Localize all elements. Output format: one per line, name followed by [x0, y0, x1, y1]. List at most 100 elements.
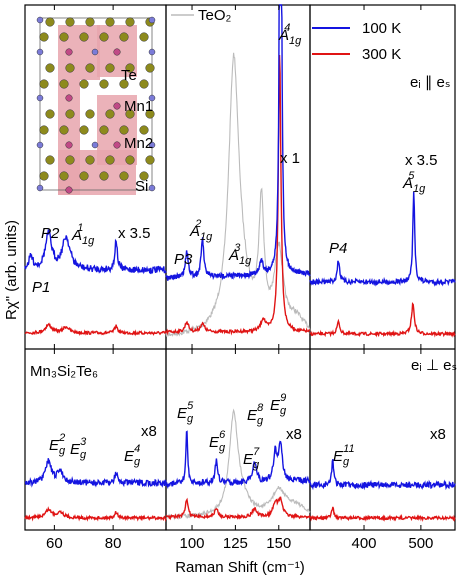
- peak-a1g-1-sub: 1g: [82, 235, 95, 247]
- x-tick-label-low-80: 80: [105, 535, 122, 552]
- peak-label-a1g-1: A1g1: [71, 222, 95, 247]
- inset-atom-mn-6: [65, 186, 73, 194]
- peak-label-a1g-3: A1g3: [228, 242, 252, 267]
- peak-label-eg-2: Eg2: [49, 432, 66, 457]
- inset-label-mn1: Mn1: [124, 98, 153, 115]
- inset-atom-si-2: [36, 48, 44, 56]
- inset-atom-si-4: [36, 94, 44, 102]
- peak-eg-7-sub: g: [253, 459, 260, 471]
- series-300k-cross-high: [309, 506, 456, 523]
- peak-eg-9-sup: 9: [280, 392, 286, 404]
- crystal-structure-inset: Te Mn1 Mn2 Si: [35, 12, 160, 195]
- inset-atom-te-6-5: [145, 155, 155, 165]
- inset-atom-te-5-2: [79, 125, 89, 135]
- inset-atom-te-0-4: [125, 17, 135, 27]
- peak-eg-8-sub: g: [257, 415, 264, 427]
- inset-atom-te-5-1: [59, 125, 69, 135]
- inset-atom-te-7-1: [59, 171, 69, 181]
- series-teo2-cross: [165, 408, 311, 521]
- inset-atom-si-5: [148, 94, 156, 102]
- inset-atom-te-7-2: [79, 171, 89, 181]
- peak-eg-9-letter: E: [270, 397, 281, 414]
- label-scale-low-top: x 3.5: [118, 225, 151, 242]
- peak-label-p3: P3: [174, 251, 193, 268]
- inset-atom-te-7-4: [119, 171, 129, 181]
- peak-a1g-3-sub: 1g: [239, 255, 252, 267]
- inset-label-te: Te: [121, 67, 137, 84]
- inset-atom-te-7-0: [39, 171, 49, 181]
- inset-atom-te-2-0: [45, 63, 55, 73]
- label-cross: eᵢ ⊥ eₛ: [411, 357, 457, 374]
- inset-atom-te-4-4: [125, 109, 135, 119]
- inset-atom-te-3-2: [79, 79, 89, 89]
- peak-eg-2-letter: E: [49, 437, 60, 454]
- legend-label-teo2: TeO₂: [198, 7, 232, 24]
- inset-atom-te-2-2: [85, 63, 95, 73]
- inset-atom-te-7-5: [139, 171, 149, 181]
- inset-atom-te-3-3: [99, 79, 109, 89]
- inset-atom-te-0-1: [65, 17, 75, 27]
- peak-a1g-3-sup: 3: [234, 242, 241, 254]
- peak-eg-4-sup: 4: [134, 443, 140, 455]
- peak-eg-3-sub: g: [80, 449, 87, 461]
- x-ticks: 60 80 100 125 150 400 500: [46, 5, 433, 552]
- peak-label-eg-4: Eg4: [124, 443, 141, 468]
- peak-a1g-2-letter: A: [189, 223, 200, 240]
- inset-atom-te-6-1: [65, 155, 75, 165]
- series-100k-cross-high: [309, 458, 456, 491]
- peak-eg-4-letter: E: [124, 448, 135, 465]
- peak-label-eg-7: Eg7: [243, 446, 260, 471]
- inset-atom-mn-0: [65, 48, 73, 56]
- peak-a1g-5-letter: A: [402, 175, 413, 192]
- peak-a1g-5-sup: 5: [408, 170, 415, 182]
- panel-frame-high: [309, 4, 456, 531]
- inset-atom-te-0-3: [105, 17, 115, 27]
- x-tick-label-mid-100: 100: [180, 535, 205, 552]
- inset-atom-mn-1: [113, 48, 121, 56]
- label-scale-high-bottom: x8: [430, 426, 446, 443]
- peak-label-eg-11: Eg11: [333, 443, 355, 468]
- inset-atom-te-1-3: [99, 32, 109, 42]
- inset-atom-te-0-0: [45, 17, 55, 27]
- peak-a1g-4-sup: 4: [284, 22, 290, 34]
- inset-atom-te-3-4: [119, 79, 129, 89]
- peak-label-p1: P1: [32, 279, 50, 296]
- series-layer: [24, 4, 456, 523]
- inset-atom-te-1-2: [79, 32, 89, 42]
- inset-atom-si-7: [148, 141, 156, 149]
- peak-eg-3-letter: E: [70, 441, 81, 458]
- peak-label-a1g-2: A1g2: [189, 218, 213, 243]
- inset-atom-te-4-3: [105, 109, 115, 119]
- label-scale-low-bottom: x8: [141, 423, 157, 440]
- inset-atom-te-6-2: [85, 155, 95, 165]
- inset-atom-te-3-1: [59, 79, 69, 89]
- inset-atom-mn-2: [65, 94, 73, 102]
- inset-atom-te-6-3: [105, 155, 115, 165]
- peak-a1g-2-sub: 1g: [200, 231, 213, 243]
- inset-atom-te-3-0: [39, 79, 49, 89]
- inset-atom-te-1-5: [139, 32, 149, 42]
- label-compound: Mn₃Si₂Te₆: [30, 363, 98, 380]
- x-axis-label: Raman Shift (cm⁻¹): [175, 559, 305, 576]
- peak-eg-6-sup: 6: [219, 429, 226, 441]
- x-tick-label-high-400: 400: [352, 535, 377, 552]
- inset-atom-te-0-2: [85, 17, 95, 27]
- inset-atom-te-4-2: [85, 109, 95, 119]
- inset-atom-te-2-4: [125, 63, 135, 73]
- label-scale-high-top: x 3.5: [405, 152, 438, 169]
- peak-eg-4-sub: g: [134, 456, 141, 468]
- inset-atom-mn-5: [113, 141, 121, 149]
- inset-atom-te-3-5: [139, 79, 149, 89]
- peak-label-p4: P4: [329, 240, 347, 257]
- peak-eg-2-sub: g: [59, 445, 66, 457]
- series-100k-parallel-mid: [165, 4, 311, 281]
- inset-atom-te-1-4: [119, 32, 129, 42]
- series-teo2-parallel: [165, 52, 311, 338]
- inset-atom-si-6: [36, 141, 44, 149]
- peak-a1g-1-sup: 1: [77, 222, 83, 234]
- peak-eg-6-sub: g: [219, 442, 226, 454]
- peak-a1g-5-sub: 1g: [413, 183, 426, 195]
- series-300k-parallel-mid: [165, 54, 311, 336]
- inset-unit-cell: [39, 17, 153, 191]
- inset-atom-te-2-1: [65, 63, 75, 73]
